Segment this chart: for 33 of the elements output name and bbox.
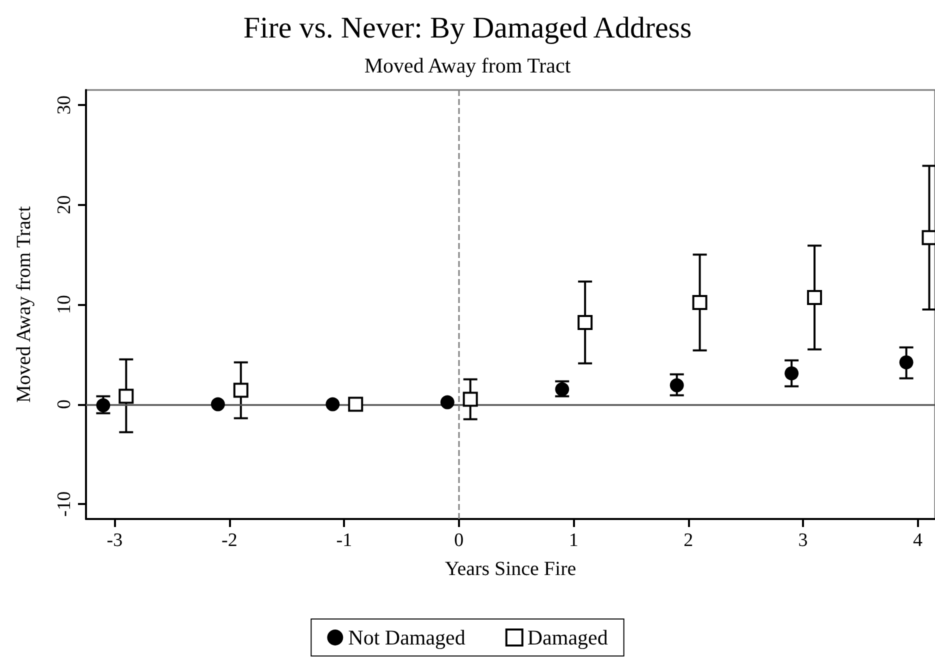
y-axis-title: Moved Away from Tract xyxy=(13,206,35,403)
point xyxy=(326,397,340,412)
legend-label: Damaged xyxy=(527,626,608,650)
point xyxy=(210,397,225,412)
y-tick-label: 10 xyxy=(54,295,75,314)
y-tick-label: 20 xyxy=(54,195,75,214)
chart-title: Fire vs. Never: By Damaged Address xyxy=(243,12,692,44)
point xyxy=(440,395,454,410)
y-tick-label: -10 xyxy=(54,491,75,517)
x-tick-label: 1 xyxy=(568,530,578,551)
point xyxy=(233,382,248,398)
x-tick-label: -2 xyxy=(222,530,238,551)
point xyxy=(899,355,914,370)
x-tick-label: -3 xyxy=(106,530,123,551)
point xyxy=(807,290,822,306)
x-tick-label: 4 xyxy=(913,530,924,551)
point xyxy=(670,378,684,392)
point xyxy=(692,295,708,310)
x-axis-title: Years Since Fire xyxy=(444,558,576,580)
point xyxy=(348,396,364,412)
x-tick-label: 2 xyxy=(684,530,694,551)
y-tick-label: 0 xyxy=(54,400,75,410)
chart-subtitle: Moved Away from Tract xyxy=(364,54,571,78)
x-tick-label: 0 xyxy=(454,530,464,551)
point xyxy=(578,314,593,330)
point xyxy=(462,392,478,407)
point xyxy=(96,398,110,412)
point xyxy=(118,388,134,404)
y-tick-label: 30 xyxy=(54,95,75,114)
x-tick-label: -1 xyxy=(336,530,352,551)
x-tick-label: 3 xyxy=(798,530,808,551)
legend-label: Not Damaged xyxy=(348,626,466,650)
point xyxy=(784,366,799,380)
